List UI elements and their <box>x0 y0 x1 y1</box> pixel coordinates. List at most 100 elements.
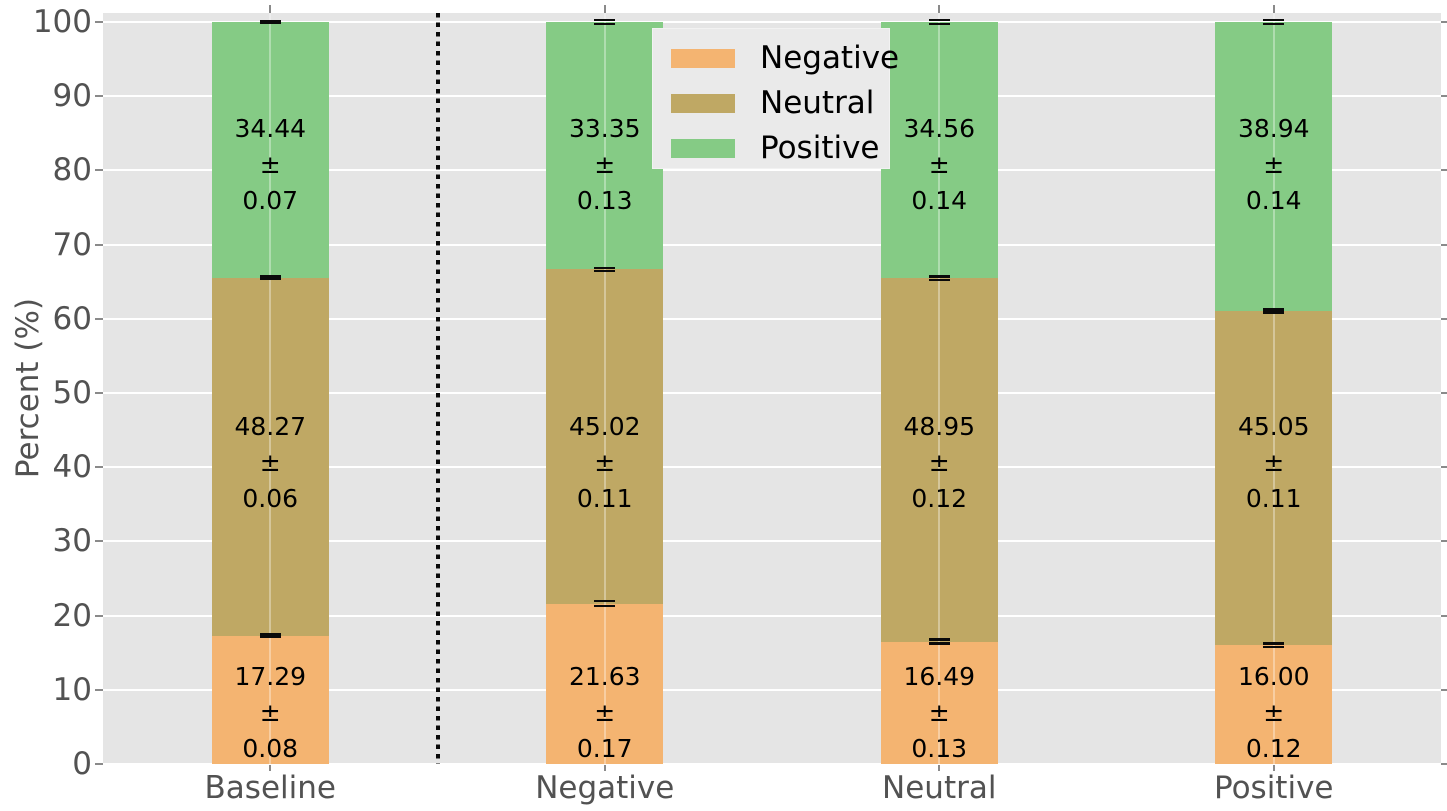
error-bar <box>259 275 281 278</box>
bar-label-line: 0.07 <box>242 186 299 216</box>
x-grid-line <box>938 13 941 764</box>
error-bar <box>259 633 281 636</box>
y-tick-label: 100 <box>32 4 92 40</box>
x-tick-mark-bottom <box>269 764 272 771</box>
bar-label-line: 16.00 <box>1237 661 1310 691</box>
bar-label-line: 0.13 <box>911 733 968 763</box>
error-bar <box>259 635 281 639</box>
y-tick-mark-right <box>1441 169 1447 172</box>
y-grid-line <box>103 169 1441 172</box>
bar-label-line: 0.17 <box>576 733 633 763</box>
error-bar <box>259 277 281 280</box>
error-bar <box>928 18 950 22</box>
legend-swatch <box>671 139 735 158</box>
y-tick-mark-left <box>95 169 103 172</box>
x-tick-label: Neutral <box>882 770 997 806</box>
error-bar <box>1263 18 1285 22</box>
y-grid-line <box>103 21 1441 23</box>
y-tick-mark-left <box>95 317 103 320</box>
bar-segment <box>211 635 329 764</box>
bar-segment <box>880 641 998 764</box>
bar-label-line: 21.63 <box>568 661 641 691</box>
y-tick-mark-right <box>1441 317 1447 320</box>
bar-label: 21.63 ±0.17 <box>547 659 663 767</box>
x-tick-mark-top <box>603 5 606 13</box>
error-bar <box>594 269 616 273</box>
y-tick-mark-right <box>1441 614 1447 617</box>
bar-label-line: ± <box>1263 150 1285 180</box>
divider-line <box>435 13 440 764</box>
bar-label-line: 0.13 <box>576 186 633 216</box>
bar-segment <box>1215 22 1333 311</box>
bar-segment <box>1215 311 1333 646</box>
bar-segment <box>546 22 664 270</box>
error-bar <box>928 642 950 645</box>
bar-label: 17.29 ±0.08 <box>212 659 328 767</box>
bar-label-line: ± <box>928 447 950 477</box>
bar-label: 33.35 ±0.13 <box>547 111 663 219</box>
y-grid-line <box>103 688 1441 691</box>
y-tick-label: 80 <box>52 152 92 189</box>
x-tick-mark-bottom <box>938 764 941 771</box>
x-tick-label: Negative <box>535 770 675 806</box>
y-tick-mark-left <box>95 688 103 691</box>
y-grid-line <box>103 392 1441 394</box>
bar-label: 16.49 ±0.13 <box>881 659 997 767</box>
bar-label-line: 45.02 <box>568 411 641 441</box>
y-grid-line <box>103 317 1441 320</box>
y-tick-mark-left <box>95 763 103 765</box>
y-tick-mark-left <box>95 614 103 617</box>
legend-label: Negative <box>760 40 900 76</box>
bar-label-line: 0.11 <box>1245 483 1302 513</box>
bar-label-line: ± <box>928 697 950 727</box>
y-tick-label: 20 <box>52 597 92 634</box>
bar-label-line: ± <box>1263 697 1285 727</box>
y-tick-label: 60 <box>52 300 92 337</box>
bar-label-line: 16.49 <box>903 661 976 691</box>
y-grid-line <box>103 540 1441 543</box>
bar-label-line: 17.29 <box>234 661 307 691</box>
x-tick-label: Baseline <box>204 770 336 806</box>
error-bar <box>1263 308 1285 311</box>
x-tick-mark-top <box>1272 5 1275 13</box>
bar-label-line: 0.06 <box>242 483 299 513</box>
y-tick-label: 40 <box>52 449 92 486</box>
bar-label-line: 38.94 <box>1237 114 1310 144</box>
bar-label-line: ± <box>259 447 281 477</box>
y-tick-mark-left <box>95 466 103 469</box>
y-tick-mark-right <box>1441 243 1447 246</box>
error-bar <box>928 22 950 26</box>
bar-label-line: 0.11 <box>576 483 633 513</box>
bar-label-line: 45.05 <box>1237 411 1310 441</box>
x-grid-line <box>1272 13 1275 764</box>
bar-label-line: 33.35 <box>568 114 641 144</box>
bar-label-line: 48.27 <box>234 411 307 441</box>
y-tick-mark-left <box>95 540 103 543</box>
bar-label: 16.00 ±0.12 <box>1216 659 1332 767</box>
x-tick-mark-top <box>938 5 941 13</box>
bar-label-line: 34.44 <box>234 114 307 144</box>
bar-label: 45.02 ±0.11 <box>547 409 663 517</box>
y-tick-label: 0 <box>72 746 92 782</box>
y-tick-mark-left <box>95 21 103 23</box>
error-bar <box>928 278 950 282</box>
y-tick-mark-left <box>95 243 103 246</box>
y-tick-mark-right <box>1441 540 1447 543</box>
y-tick-label: 70 <box>52 226 92 263</box>
legend-item: Positive <box>653 126 889 171</box>
y-tick-mark-left <box>95 95 103 98</box>
y-tick-mark-right <box>1441 763 1447 765</box>
y-grid-line <box>103 614 1441 617</box>
error-bar <box>1263 22 1285 26</box>
y-tick-label: 90 <box>52 78 92 115</box>
bar-label-line: 0.14 <box>911 186 968 216</box>
y-tick-label: 50 <box>52 375 92 411</box>
bar-label-line: ± <box>1263 447 1285 477</box>
bar-segment <box>1215 645 1333 764</box>
error-bar <box>594 22 616 26</box>
legend-item: Neutral <box>653 81 889 126</box>
error-bar <box>1263 311 1285 314</box>
bar-label-line: ± <box>594 150 616 180</box>
bar-label-line: 0.08 <box>242 733 299 763</box>
bar-label-line: 0.14 <box>1245 186 1302 216</box>
